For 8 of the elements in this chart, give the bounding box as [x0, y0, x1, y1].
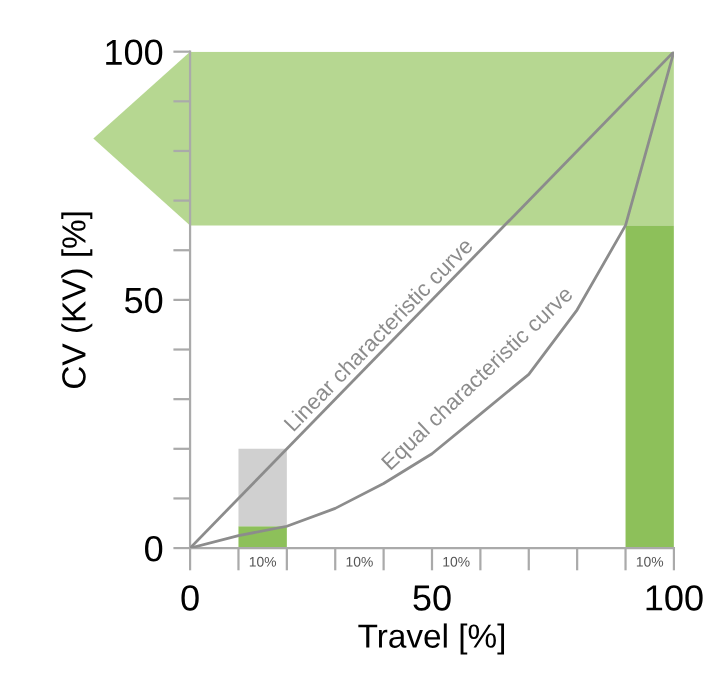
y-tick-label: 0	[145, 535, 163, 562]
x-tick-label: 0	[181, 585, 199, 611]
x-axis-title: Travel [%]	[358, 623, 505, 655]
y-axis-title: CV (KV) [%]	[61, 212, 93, 389]
y-tick-label: 50	[124, 287, 163, 314]
x-tick-label: 100	[646, 585, 703, 611]
x-tick-label: 50	[413, 585, 451, 611]
y-tick-label: 100	[106, 39, 163, 66]
